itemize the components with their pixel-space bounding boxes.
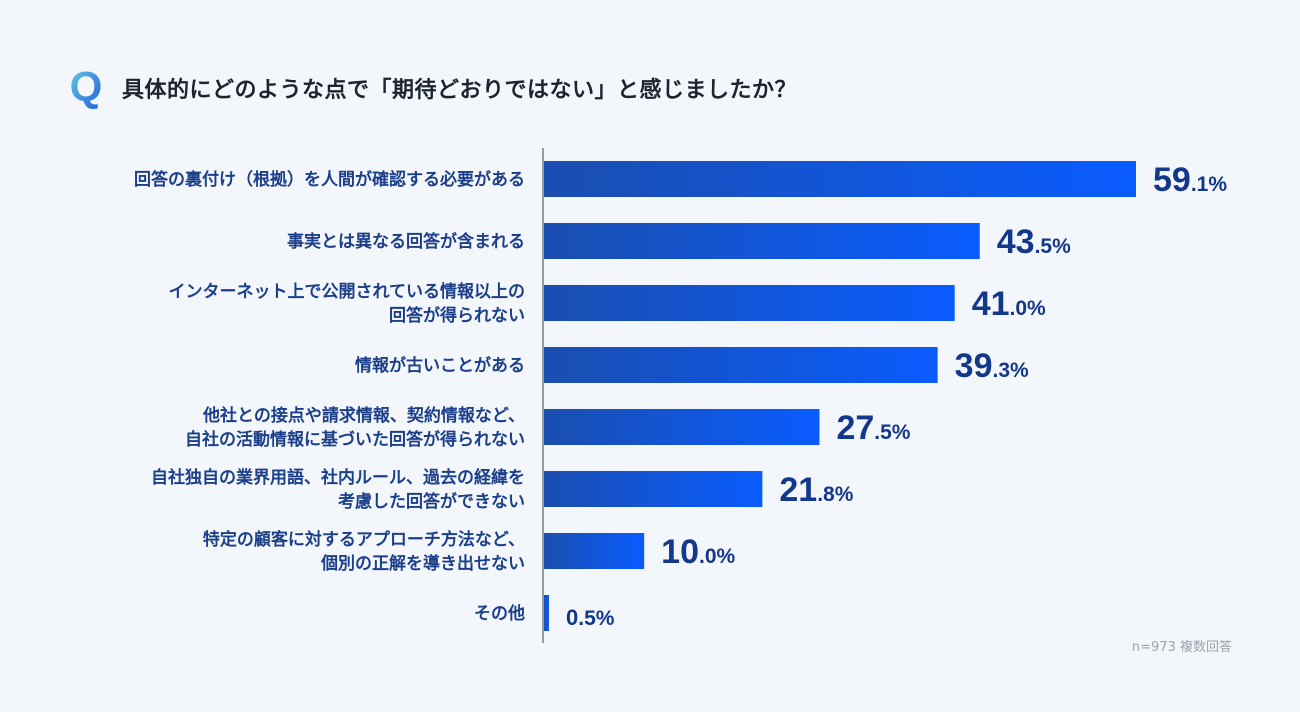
bar [544, 347, 938, 383]
value-label: 39.3% [955, 347, 1029, 385]
category-label: 回答の裏付け（根拠）を人間が確認する必要がある [134, 169, 525, 190]
category-label: その他 [474, 603, 525, 624]
bar [544, 595, 550, 631]
category-label: 他社との接点や請求情報、契約情報など、自社の活動情報に基づいた回答が得られない [185, 405, 525, 450]
page-title: 具体的にどのような点で「期待どおりではない」と感じましたか？ [122, 78, 798, 103]
bar [544, 161, 1136, 197]
category-label: 自社独自の業界用語、社内ルール、過去の経緯を考慮した回答ができない [151, 467, 525, 512]
value-label: 43.5% [997, 223, 1071, 261]
bar [544, 223, 980, 259]
value-label: 10.0% [661, 533, 735, 571]
value-label: 0.5% [566, 605, 615, 630]
question-icon-letter: Q [70, 66, 103, 110]
value-label: 27.5% [836, 409, 910, 447]
value-label: 41.0% [972, 285, 1046, 323]
bar [544, 471, 763, 507]
category-label: 特定の顧客に対するアプローチ方法など、個別の正解を導き出せない [203, 529, 525, 574]
value-label: 59.1% [1153, 161, 1227, 199]
category-label: 情報が古いことがある [355, 355, 525, 376]
value-label: 21.8% [779, 471, 853, 509]
category-label: インターネット上で公開されている情報以上の回答が得られない [169, 281, 526, 326]
bar [544, 533, 645, 569]
category-label: 事実とは異なる回答が含まれる [287, 231, 525, 252]
question-icon: Q [70, 66, 103, 110]
bar [544, 285, 955, 321]
bar [544, 409, 820, 445]
sample-note: n=973 複数回答 [1131, 640, 1232, 655]
